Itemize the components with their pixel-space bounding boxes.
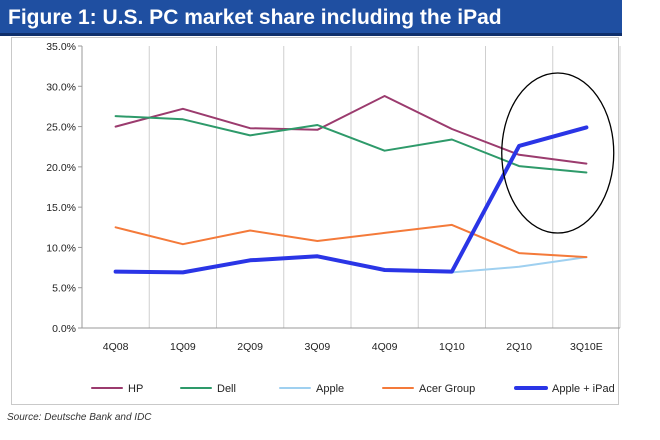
- y-tick-label: 20.0%: [46, 162, 76, 174]
- chart-frame: [11, 37, 619, 405]
- annotation: [501, 72, 615, 234]
- x-tick-label: 1Q09: [170, 341, 196, 353]
- legend-label: Apple: [316, 383, 344, 395]
- x-tick-label: 4Q08: [103, 341, 129, 353]
- x-tick-label: 4Q09: [372, 341, 398, 353]
- x-tick-label: 2Q09: [237, 341, 263, 353]
- legend-label: Acer Group: [419, 383, 475, 395]
- legend-label: HP: [128, 383, 143, 395]
- x-tick-label: 2Q10: [506, 341, 532, 353]
- grid: [81, 46, 621, 328]
- annotation-ellipse: [501, 72, 615, 234]
- x-tick-label: 3Q10E: [570, 341, 603, 353]
- y-tick-label: 15.0%: [46, 202, 76, 214]
- source-note: Source: Deutsche Bank and IDC: [7, 412, 152, 423]
- y-tick-label: 35.0%: [46, 41, 76, 53]
- x-tick-label: 3Q09: [305, 341, 331, 353]
- series-line-apple: [450, 256, 588, 274]
- legend-label: Dell: [217, 383, 236, 395]
- legend-label: Apple + iPad: [552, 383, 615, 395]
- series-line-acer-group: [114, 223, 588, 259]
- legend: HP Dell Apple Acer Group Apple + iPad: [91, 383, 615, 395]
- y-tick-label: 30.0%: [46, 81, 76, 93]
- figure-title: Figure 1: U.S. PC market share including…: [0, 0, 622, 36]
- x-tick-label: 1Q10: [439, 341, 465, 353]
- series-line-dell: [114, 115, 588, 174]
- y-tick-label: 10.0%: [46, 242, 76, 254]
- series-line-hp: [114, 95, 588, 165]
- y-tick-label: 25.0%: [46, 122, 76, 134]
- series-line-apple-ipad: [113, 125, 589, 275]
- series-lines: [113, 95, 589, 275]
- y-tick-label: 0.0%: [52, 323, 76, 335]
- axes: 0.0% 5.0% 10.0% 15.0% 20.0% 25.0% 30.0% 35.0% 4Q…: [46, 41, 620, 353]
- y-tick-label: 5.0%: [52, 283, 76, 295]
